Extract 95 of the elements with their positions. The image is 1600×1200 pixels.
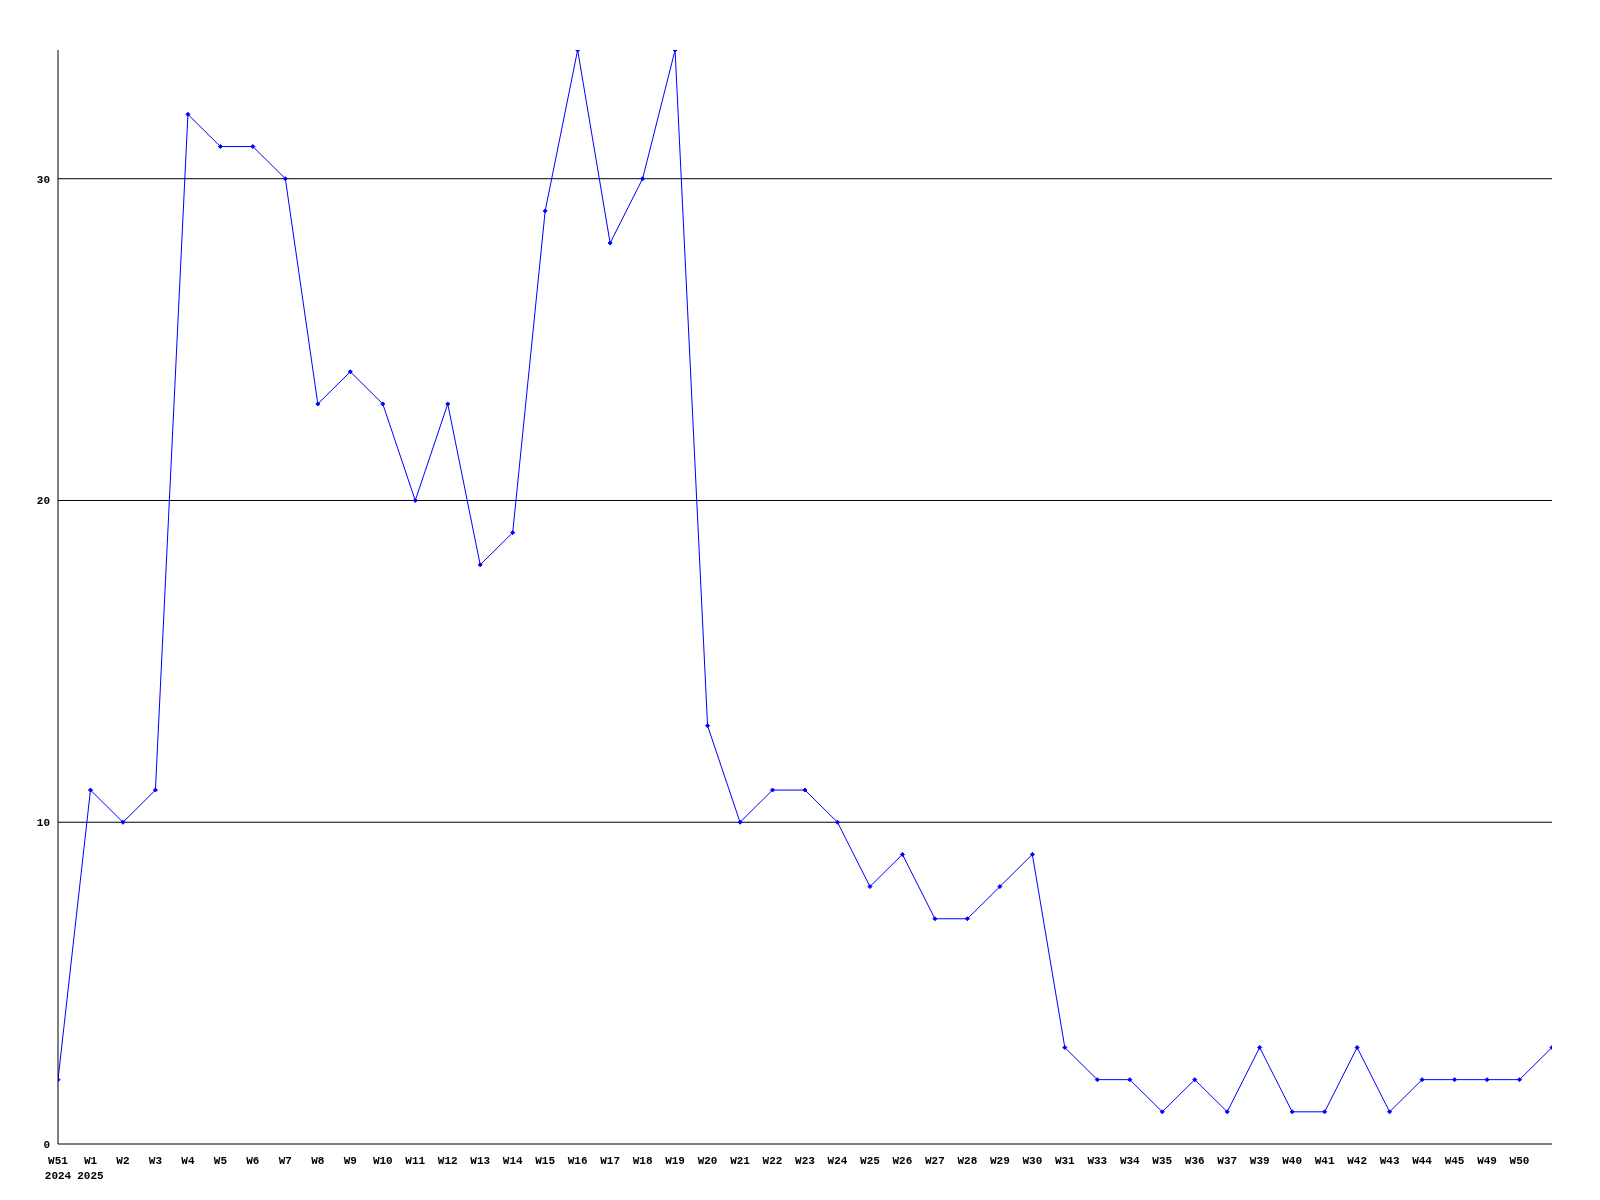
x-tick-label: W41 — [1314, 1155, 1335, 1167]
x-tick-label: W7 — [278, 1155, 292, 1167]
point — [380, 401, 386, 407]
x-tick-label: W25 — [860, 1155, 881, 1167]
x-tick-label: W37 — [1217, 1155, 1238, 1167]
x-tick-label: W33 — [1087, 1155, 1108, 1167]
point — [152, 787, 158, 793]
point — [607, 240, 613, 246]
point — [347, 369, 353, 375]
x-tick-label: W8 — [311, 1155, 325, 1167]
x-tick-label: W17 — [600, 1155, 621, 1167]
point — [1029, 851, 1035, 857]
point — [899, 851, 905, 857]
point — [1127, 1077, 1133, 1083]
point — [1452, 1077, 1458, 1083]
point — [510, 530, 516, 536]
x-tick-label: W28 — [957, 1155, 978, 1167]
point — [770, 787, 776, 793]
line-series — [58, 50, 1552, 1115]
x-tick-label: W35 — [1152, 1155, 1173, 1167]
point — [1257, 1044, 1263, 1050]
y-tick-label: 20 — [36, 495, 50, 508]
x-tick-label: W19 — [665, 1155, 685, 1167]
text: 2025 — [77, 1170, 105, 1182]
x-tick-label: W29 — [989, 1155, 1010, 1167]
x-tick-label: W14 — [502, 1155, 523, 1167]
point — [217, 144, 223, 150]
x-tick-label: W39 — [1249, 1155, 1270, 1167]
x-tick-label: W49 — [1477, 1155, 1497, 1167]
x-tick-label: W44 — [1412, 1155, 1433, 1167]
text: 2024 — [44, 1170, 72, 1182]
x-tick-label: W50 — [1509, 1155, 1530, 1167]
point — [834, 819, 840, 825]
point — [1387, 1109, 1393, 1115]
point — [250, 144, 256, 150]
y-tick-label: 10 — [36, 817, 50, 830]
point — [964, 916, 970, 922]
x-tick-label: W24 — [827, 1155, 848, 1167]
x-tick-label: W10 — [372, 1155, 393, 1167]
point — [1354, 1044, 1360, 1050]
x-tick-label: W12 — [437, 1155, 458, 1167]
x-tick-label: W4 — [181, 1155, 195, 1167]
point — [737, 819, 743, 825]
x-tick-label: W18 — [632, 1155, 653, 1167]
x-tick-label: W34 — [1119, 1155, 1141, 1167]
x-tick-label: W6 — [246, 1155, 260, 1167]
point — [1094, 1077, 1100, 1083]
point — [932, 916, 938, 922]
point — [1289, 1109, 1295, 1115]
x-tick-label: W42 — [1347, 1155, 1368, 1167]
point — [1224, 1109, 1230, 1115]
y-tick-label: 30 — [36, 173, 50, 186]
point — [1322, 1109, 1328, 1115]
point — [542, 208, 548, 214]
point — [412, 497, 418, 503]
x-tick-label: W11 — [405, 1155, 426, 1167]
point — [185, 111, 191, 117]
point — [282, 176, 288, 182]
x-tick-label: W20 — [697, 1155, 718, 1167]
point — [997, 884, 1003, 890]
x-tick-label: W30 — [1022, 1155, 1043, 1167]
point — [1159, 1109, 1165, 1115]
x-tick-label: W26 — [892, 1155, 913, 1167]
x-tick-label: W22 — [762, 1155, 783, 1167]
x-tick-label: W21 — [730, 1155, 751, 1167]
point — [445, 401, 451, 407]
x-tick-label: W5 — [213, 1155, 228, 1167]
point — [1419, 1077, 1425, 1083]
x-tick-label: W3 — [148, 1155, 163, 1167]
x-tick-label: W45 — [1444, 1155, 1465, 1167]
y-tick-label: 0 — [43, 1138, 50, 1151]
x-tick-label: W23 — [795, 1155, 816, 1167]
point — [705, 723, 711, 729]
point — [1192, 1077, 1198, 1083]
point — [315, 401, 321, 407]
x-tick-label: W40 — [1282, 1155, 1303, 1167]
x-tick-label: W31 — [1054, 1155, 1076, 1167]
x-tick-label: W2 — [116, 1155, 130, 1167]
x-tick-label: W16 — [567, 1155, 588, 1167]
x-tick-label: W13 — [470, 1155, 491, 1167]
point — [1517, 1077, 1523, 1083]
x-tick-label: W9 — [343, 1155, 357, 1167]
x-tick-label: W15 — [535, 1155, 556, 1167]
point — [1484, 1077, 1490, 1083]
point — [867, 884, 873, 890]
x-tick-label: W1 — [83, 1155, 98, 1167]
point — [87, 787, 93, 793]
point — [640, 176, 646, 182]
x-tick-label: W43 — [1379, 1155, 1400, 1167]
x-tick-label: W36 — [1184, 1155, 1205, 1167]
point — [120, 819, 126, 825]
x-tick-label: W27 — [925, 1155, 945, 1167]
x-tick-label: W51 — [48, 1155, 69, 1167]
point — [477, 562, 483, 568]
point — [1062, 1044, 1068, 1050]
